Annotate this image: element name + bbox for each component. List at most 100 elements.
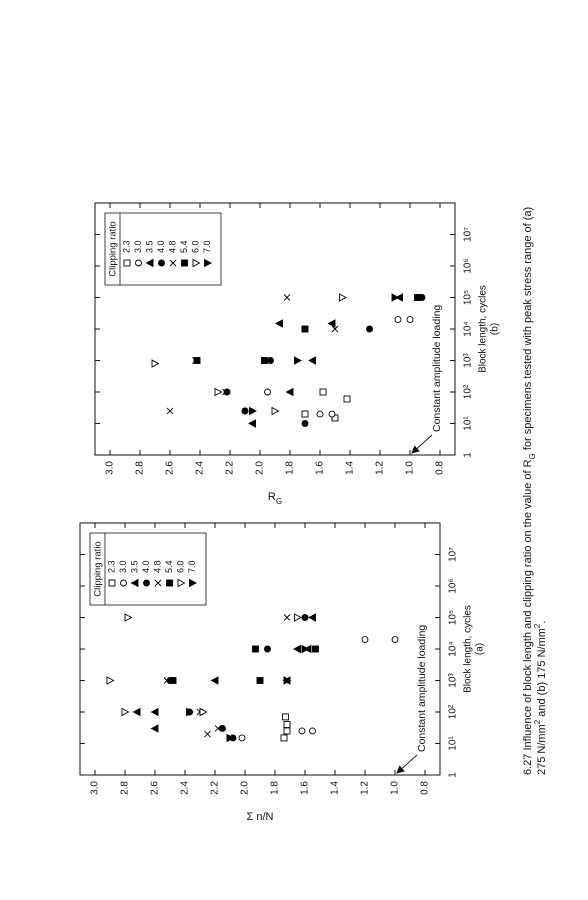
point bbox=[283, 294, 291, 301]
point bbox=[256, 677, 264, 684]
legend-label: 4.8 bbox=[167, 240, 177, 253]
legend-label: 4.8 bbox=[152, 560, 162, 573]
point bbox=[132, 707, 141, 717]
point bbox=[331, 325, 339, 333]
y-tick-label: 1.4 bbox=[330, 781, 341, 795]
x-tick-label: 10⁵ bbox=[448, 610, 459, 625]
y-tick-label: 2.6 bbox=[150, 781, 161, 795]
legend: Clipping ratio 2.3 3.0 3.5 4.0 4.8 5.4 6.0 7.0 bbox=[89, 532, 207, 606]
legend-label: 7.0 bbox=[187, 560, 197, 573]
x-axis-label: Block length, cycles bbox=[478, 285, 489, 373]
point bbox=[312, 645, 319, 653]
point bbox=[166, 407, 174, 415]
point bbox=[361, 636, 369, 643]
y-tick-label: 3.0 bbox=[105, 461, 116, 475]
legend-marker bbox=[189, 578, 197, 588]
point bbox=[283, 727, 291, 735]
point bbox=[283, 676, 292, 685]
point bbox=[214, 387, 223, 397]
y-tick-label: 1.0 bbox=[405, 461, 416, 475]
point bbox=[294, 356, 302, 365]
point bbox=[121, 707, 130, 717]
legend-label: 6.0 bbox=[175, 560, 185, 573]
point bbox=[252, 645, 259, 653]
legend-label: 3.0 bbox=[118, 560, 128, 573]
legend-label: 3.0 bbox=[133, 240, 143, 253]
point bbox=[241, 407, 249, 415]
y-tick-label: 2.4 bbox=[180, 781, 191, 795]
y-tick-label: 2.0 bbox=[255, 461, 266, 475]
point bbox=[150, 724, 159, 733]
y-tick-label: 1.8 bbox=[285, 461, 296, 475]
point bbox=[309, 727, 316, 735]
y-tick-label: 1.2 bbox=[375, 461, 386, 475]
point bbox=[222, 388, 229, 396]
annotation: Constant amplitude loading bbox=[416, 625, 428, 752]
point bbox=[339, 293, 347, 302]
legend-box bbox=[89, 532, 207, 606]
point bbox=[282, 713, 289, 721]
legend-marker bbox=[123, 259, 131, 267]
legend-title: Clipping ratio bbox=[108, 221, 119, 276]
x-tick-label: 10⁷ bbox=[463, 227, 474, 242]
legend-label: 2.3 bbox=[121, 240, 131, 253]
y-tick-label: 1.6 bbox=[300, 781, 311, 795]
panel-label: (b) bbox=[490, 323, 501, 335]
point bbox=[285, 387, 294, 397]
y-axis-label: Σ n/N bbox=[247, 811, 274, 823]
point bbox=[308, 356, 316, 365]
y-tick-label: 2.4 bbox=[195, 461, 206, 475]
point bbox=[316, 410, 324, 418]
x-tick-label: 10² bbox=[463, 384, 474, 399]
legend-label: 4.0 bbox=[156, 240, 166, 253]
legend-marker bbox=[181, 259, 188, 267]
x-tick-label: 10⁴ bbox=[448, 641, 459, 656]
y-tick-label: 2.0 bbox=[240, 781, 251, 795]
legend-label: 6.0 bbox=[190, 240, 200, 253]
point bbox=[391, 293, 400, 302]
legend-label: 5.4 bbox=[179, 240, 189, 253]
caption-line: 275 N/mm2 and (b) 175 N/mm2. bbox=[533, 621, 548, 775]
point bbox=[151, 359, 160, 368]
point bbox=[301, 325, 309, 333]
caption-part: 2 bbox=[533, 623, 542, 628]
legend-marker bbox=[169, 259, 177, 267]
x-tick-label: 10³ bbox=[448, 673, 459, 688]
y-tick-label: 2.8 bbox=[120, 781, 131, 795]
point bbox=[366, 325, 373, 333]
point bbox=[283, 614, 291, 621]
point bbox=[199, 707, 208, 717]
caption-part: . bbox=[536, 621, 548, 624]
y-axis-label-part: Σ n/N bbox=[247, 811, 274, 823]
legend-label: 7.0 bbox=[202, 240, 212, 253]
legend-marker bbox=[166, 579, 173, 587]
y-tick-label: 1.2 bbox=[360, 781, 371, 795]
point bbox=[238, 734, 246, 742]
legend-label: 5.4 bbox=[164, 560, 174, 573]
point bbox=[226, 733, 235, 743]
point bbox=[193, 357, 201, 364]
point bbox=[248, 419, 256, 428]
y-tick-label: 2.8 bbox=[135, 461, 146, 475]
point bbox=[327, 319, 336, 328]
y-tick-label: 2.2 bbox=[225, 461, 236, 475]
point bbox=[308, 613, 316, 622]
point bbox=[264, 645, 271, 653]
y-tick-label: 1.4 bbox=[345, 461, 356, 475]
caption: 6.27 Influence of block length and clipp… bbox=[522, 207, 548, 775]
annotation-arrow bbox=[396, 754, 418, 774]
y-axis-label: RG bbox=[268, 491, 282, 506]
point bbox=[293, 644, 301, 654]
caption-part: 2 bbox=[533, 719, 542, 724]
point bbox=[301, 644, 310, 654]
legend-label: 3.5 bbox=[144, 240, 154, 253]
point bbox=[294, 613, 302, 622]
point bbox=[106, 676, 115, 685]
chart-panel: 1 10¹ 10² 10³ 10⁴ 10⁵ 10⁶ 10⁷ 0.8 1.0 1.2 1.4 1.6 1.8… bbox=[79, 522, 486, 823]
legend-marker bbox=[145, 258, 154, 268]
point bbox=[271, 406, 280, 416]
point bbox=[219, 725, 226, 732]
legend: Clipping ratio 2.3 3.0 3.5 4.0 4.8 5.4 6.0 7.0 bbox=[104, 212, 222, 286]
chart-panel: 1 10¹ 10² 10³ 10⁴ 10⁵ 10⁶ 10⁷ 0.8 1.0 1.2 1.4 1.6 1.8… bbox=[94, 202, 501, 506]
legend-marker bbox=[177, 578, 186, 588]
